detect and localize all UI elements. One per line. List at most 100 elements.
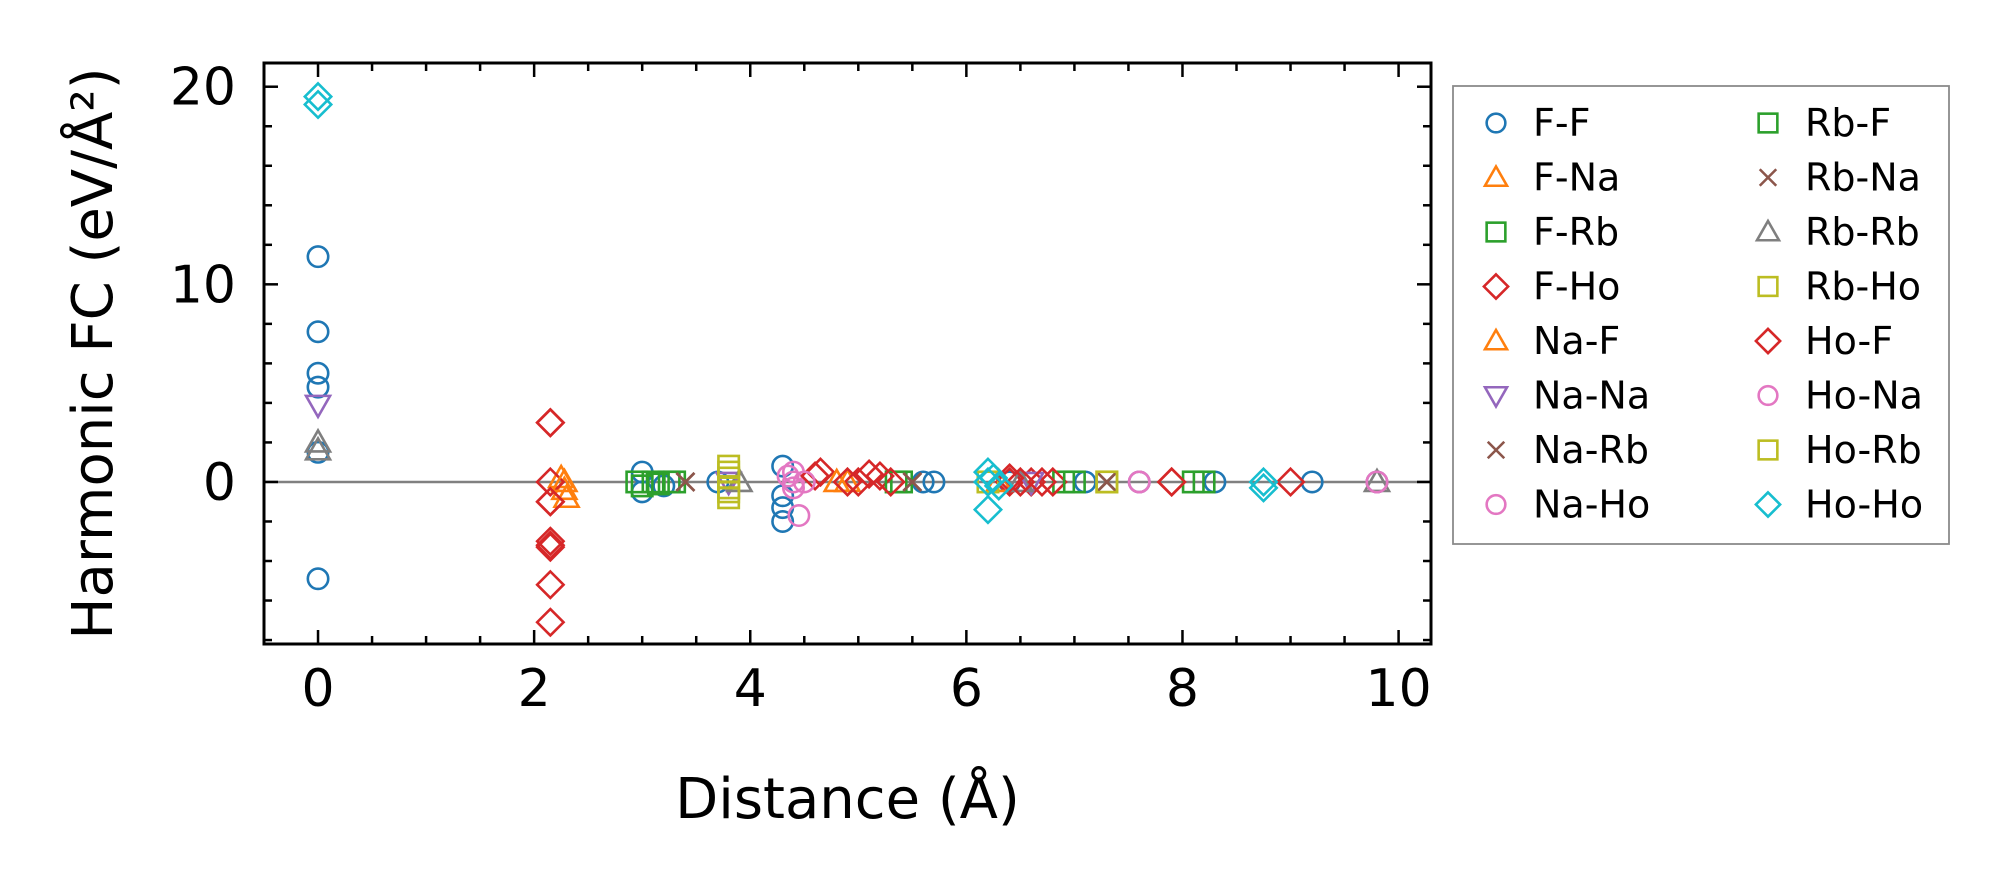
data-point-ho-f: [832, 466, 863, 497]
data-point-f-ho: [994, 466, 1025, 497]
legend-label-ho-rb: Ho-Rb: [1805, 428, 1922, 472]
data-point-na-f: [822, 467, 851, 493]
legend-marker-rb-f: [1757, 112, 1779, 134]
data-point-ho-ho: [972, 494, 1004, 525]
data-point-f-ho: [1275, 466, 1306, 497]
x-tick-label: 4: [734, 659, 767, 719]
data-point-ho-f: [854, 459, 885, 490]
legend-marker-rb-na: [1758, 168, 1778, 187]
data-point-ho-na: [1365, 470, 1389, 494]
data-point-ho-f: [535, 486, 566, 517]
legend-label-ho-ho: Ho-Ho: [1805, 483, 1923, 527]
data-point-f-f: [306, 375, 330, 399]
data-point-ho-f: [1005, 466, 1036, 497]
data-point-rb-rb: [303, 435, 333, 461]
legend-marker-na-f: [1482, 327, 1510, 351]
data-point-ho-na: [776, 464, 800, 488]
legend-label-na-na: Na-Na: [1533, 374, 1650, 418]
data-point-f-f: [306, 320, 330, 344]
data-point-rb-f: [630, 474, 654, 498]
legend-label-f-f: F-F: [1533, 101, 1590, 145]
data-point-ho-rb: [717, 480, 741, 504]
data-point-ho-ho: [302, 81, 334, 112]
data-point-f-ho: [535, 532, 566, 563]
plot-frame: [262, 61, 1433, 646]
data-point-na-f: [550, 467, 579, 493]
data-point-na-ho: [781, 470, 805, 494]
data-point-rb-na: [902, 472, 923, 492]
legend-marker-f-na: [1482, 163, 1510, 188]
legend-label-rb-ho: Rb-Ho: [1805, 265, 1921, 309]
legend-label-ho-na: Ho-Na: [1805, 374, 1923, 418]
data-point-rb-f: [1062, 470, 1086, 494]
data-point-ho-ho: [978, 462, 1009, 494]
legend-label-na-rb: Na-Rb: [1533, 428, 1649, 472]
data-point-ho-na: [1127, 470, 1151, 494]
data-point-ho-rb: [1095, 470, 1119, 494]
legend: F-F F-Na F-Rb F-Ho Na-F Na-Na Na-Rb Na-Ho Rb-F Rb…: [1452, 85, 1950, 545]
data-point-rb-f: [884, 470, 908, 494]
data-point-f-ho: [1037, 466, 1068, 497]
legend-marker-f-f: [1485, 112, 1507, 134]
legend-box: [1452, 85, 1950, 545]
legend-marker-na-ho: [1485, 493, 1507, 516]
legend-marker-rb-rb: [1754, 218, 1782, 242]
data-point-f-f: [306, 567, 330, 591]
data-point-f-f: [771, 509, 795, 533]
data-point-f-na: [552, 483, 581, 509]
series-ho-rb: [717, 460, 1119, 504]
legend-marker-ho-f: [1754, 327, 1782, 355]
data-point-ho-na: [792, 470, 816, 494]
legend-label-f-ho: F-Ho: [1533, 265, 1620, 309]
series-rb-f: [630, 470, 1205, 498]
legend-marker-na-na: [1482, 385, 1510, 410]
data-point-ho-ho: [1248, 472, 1279, 503]
data-point-f-f: [922, 470, 946, 494]
data-point-na-ho: [787, 504, 811, 528]
series-ho-ho: [302, 81, 1279, 525]
scatter-marks: [302, 81, 1392, 638]
legend-label-ho-f: Ho-F: [1805, 319, 1893, 363]
y-tick-label: 20: [170, 58, 236, 118]
legend-marker-na-rb: [1486, 440, 1506, 460]
x-tick-label: 6: [950, 659, 983, 719]
data-point-f-ho: [535, 569, 566, 600]
data-point-f-f: [306, 245, 330, 269]
data-point-ho-f: [1026, 466, 1058, 497]
data-point-rb-rb: [303, 427, 333, 453]
data-point-ho-f: [535, 407, 566, 438]
legend-marker-ho-ho: [1754, 490, 1782, 519]
data-point-f-ho: [535, 526, 566, 557]
x-axis-label: Distance (Å): [675, 766, 1020, 832]
legend-marker-ho-rb: [1757, 439, 1779, 461]
series-f-ho: [535, 407, 1306, 638]
data-point-f-ho: [535, 407, 566, 438]
legend-marker-f-rb: [1485, 221, 1507, 243]
data-point-rb-na: [1096, 472, 1117, 492]
x-tick-label: 0: [301, 659, 334, 719]
series-ho-na: [776, 464, 1389, 500]
series-rb-na: [675, 472, 1117, 492]
legend-label-f-rb: F-Rb: [1533, 210, 1619, 254]
y-axis-label: Harmonic FC (eV/Å²): [60, 67, 126, 639]
legend-marker-ho-na: [1757, 384, 1779, 407]
x-tick-label: 10: [1365, 659, 1431, 719]
legend-label-na-ho: Na-Ho: [1533, 483, 1650, 527]
data-point-ho-f: [875, 466, 906, 497]
data-point-ho-f: [535, 530, 566, 561]
data-point-ho-ho: [983, 470, 1014, 501]
data-point-ho-ho: [302, 89, 334, 120]
data-point-ho-na: [781, 476, 805, 500]
data-point-f-f: [306, 361, 330, 385]
data-point-rb-rb: [1006, 467, 1035, 493]
legend-marker-rb-ho: [1757, 275, 1779, 298]
legend-label-rb-rb: Rb-Rb: [1805, 210, 1920, 254]
legend-label-rb-na: Rb-Na: [1805, 156, 1921, 200]
legend-marker-f-ho: [1482, 272, 1510, 301]
legend-label-na-f: Na-F: [1533, 319, 1620, 363]
legend-label-rb-f: Rb-F: [1805, 101, 1891, 145]
data-point-ho-ho: [1248, 466, 1279, 497]
axes: 0 2 4 6 8 10 0 10 20: [170, 58, 1433, 719]
data-point-f-ho: [535, 486, 566, 517]
